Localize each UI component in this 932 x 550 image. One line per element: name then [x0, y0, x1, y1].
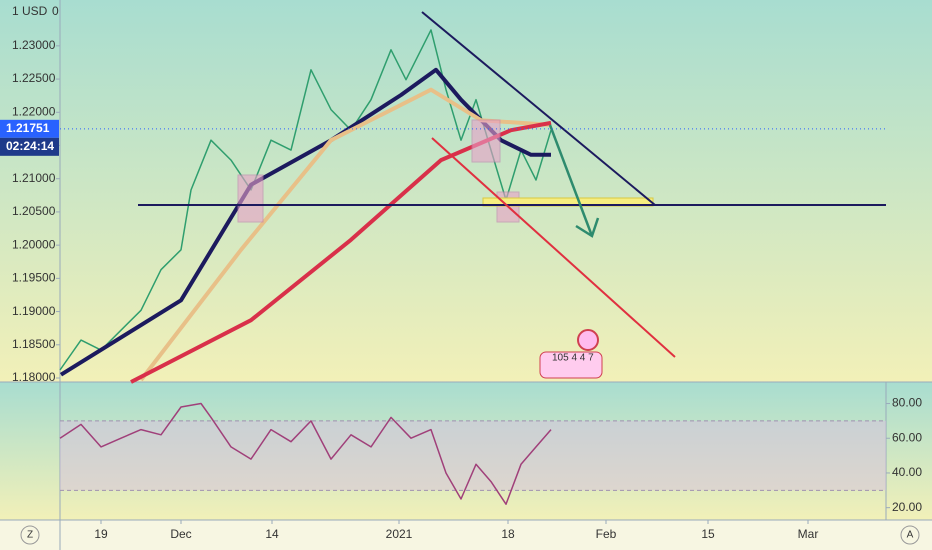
y-tick-label: 1.19000 [12, 304, 56, 318]
zone [471, 119, 501, 163]
button[interactable] [900, 525, 920, 545]
series-line [59, 67, 551, 377]
button[interactable] [20, 525, 40, 545]
x-tick-label: 2021 [386, 527, 413, 541]
y-tick-label: 20.00 [892, 500, 922, 514]
x-tick-label: 18 [501, 527, 515, 541]
rsi-band [60, 420, 886, 491]
series-line [59, 402, 552, 505]
countdown-label: 02:24:14 [6, 139, 54, 153]
series-line [130, 120, 552, 384]
x-tick-label: 19 [94, 527, 108, 541]
y-tick-label: 1.21000 [12, 171, 56, 185]
y-tick-label: 1.20000 [12, 237, 56, 251]
event-text: 105 4 4 7 [552, 353, 594, 364]
y-tick-label: 1.23000 [12, 38, 56, 52]
x-tick-label: 14 [265, 527, 279, 541]
event-badge[interactable] [539, 351, 603, 379]
top-label: 0 [52, 4, 59, 18]
zone [237, 174, 264, 223]
x-tick-label: 15 [701, 527, 715, 541]
y-tick-label: 60.00 [892, 430, 922, 444]
countdown-box [0, 137, 59, 156]
y-tick-label: 1.22000 [12, 104, 56, 118]
button-label: A [907, 530, 914, 541]
x-tick-label: Dec [170, 527, 191, 541]
y-tick-label: 40.00 [892, 465, 922, 479]
last-price-label: 1.21751 [6, 121, 50, 135]
trend-line [431, 137, 676, 358]
y-tick-label: 1.20500 [12, 204, 56, 218]
y-tick-label: 1.18500 [12, 337, 56, 351]
event-icon[interactable] [577, 329, 599, 351]
currency-label: 1 USD [12, 4, 48, 18]
x-tick-label: Mar [798, 527, 819, 541]
last-price-box [0, 119, 59, 138]
x-tick-label: Feb [596, 527, 617, 541]
time-axis [0, 520, 932, 550]
button-label: Z [27, 530, 33, 541]
drawings: 105 4 4 7 [138, 11, 886, 379]
forecast-arrow [548, 124, 594, 237]
y-tick-label: 1.18000 [12, 370, 56, 384]
y-tick-label: 80.00 [892, 396, 922, 410]
y-tick-label: 1.19500 [12, 271, 56, 285]
y-tick-label: 1.22500 [12, 71, 56, 85]
forecast-arrow-head [575, 217, 600, 238]
trend-line [421, 11, 656, 206]
